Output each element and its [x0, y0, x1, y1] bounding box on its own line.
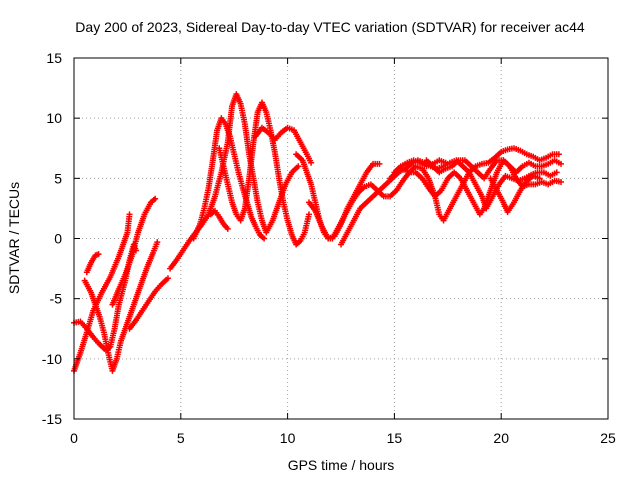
data-point: [536, 175, 543, 182]
data-point: [308, 159, 315, 166]
y-tick-label: 5: [54, 170, 62, 186]
series-track-7: [167, 91, 302, 272]
data-point: [558, 160, 565, 167]
series-track-4: [83, 251, 102, 276]
data-point: [224, 225, 231, 232]
x-tick-labels: 0 5 10 15 20 25: [70, 430, 616, 446]
series-track-9: [216, 99, 312, 248]
data-point: [164, 275, 171, 282]
series-track-15: [387, 157, 565, 218]
data-points: [71, 91, 565, 374]
chart-grid: [74, 58, 608, 419]
x-tick-label: 20: [493, 430, 509, 446]
x-tick-label: 5: [177, 430, 185, 446]
series-track-17: [487, 172, 543, 216]
x-tick-label: 15: [387, 430, 403, 446]
series-track-14: [338, 157, 560, 248]
y-axis-label: SDTVAR / TECUs: [6, 182, 22, 294]
series-track-11: [252, 124, 315, 166]
data-point: [558, 178, 565, 185]
data-point: [305, 211, 312, 218]
data-point: [95, 251, 102, 258]
data-point: [376, 160, 383, 167]
series-track-1: [71, 211, 133, 374]
data-point: [154, 239, 161, 246]
series-track-6: [126, 275, 171, 332]
y-tick-label: -15: [42, 411, 62, 427]
x-tick-label: 10: [280, 430, 296, 446]
chart-title: Day 200 of 2023, Sidereal Day-to-day VTE…: [75, 19, 585, 35]
series-track-13: [305, 160, 383, 242]
series-track-18: [391, 157, 449, 176]
data-point: [553, 169, 560, 176]
y-tick-labels: -15 -10 -5 0 5 10 15: [42, 50, 62, 427]
y-tick-label: 0: [54, 231, 62, 247]
data-point: [442, 159, 449, 166]
series-track-3: [81, 239, 161, 374]
y-tick-label: 15: [46, 50, 62, 66]
series-track-16: [423, 157, 565, 182]
series-track-5: [109, 195, 159, 308]
axis-ticks: [73, 57, 609, 420]
y-tick-label: -10: [42, 351, 62, 367]
data-point: [295, 163, 302, 170]
data-point: [152, 195, 159, 202]
data-point: [261, 235, 268, 242]
data-point: [126, 211, 133, 218]
y-tick-label: -5: [50, 291, 63, 307]
data-point: [555, 151, 562, 158]
x-axis-label: GPS time / hours: [288, 457, 395, 473]
x-tick-label: 25: [600, 430, 616, 446]
series-track-10: [207, 207, 231, 232]
x-tick-label: 0: [70, 430, 78, 446]
y-tick-label: 10: [46, 110, 62, 126]
